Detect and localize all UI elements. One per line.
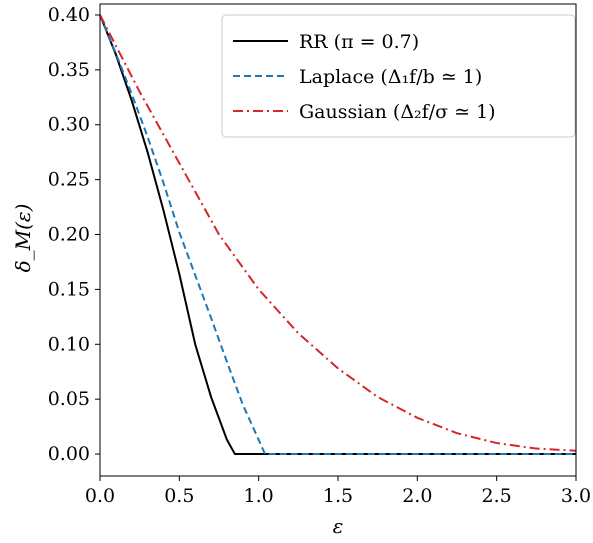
y-tick-label: 0.00: [48, 443, 90, 465]
y-tick-label: 0.15: [48, 278, 90, 300]
legend-label-gaussian: Gaussian (Δ₂f/σ ≃ 1): [299, 101, 496, 123]
legend: RR (π = 0.7) Laplace (Δ₁f/b ≃ 1) Gaussia…: [221, 14, 576, 138]
x-tick-label: 1.5: [323, 485, 353, 507]
y-axis-label: δ_M(ε): [11, 204, 35, 273]
series-line-laplace: [100, 14, 576, 456]
axes-layer: 0.0 0.5 1.0 1.5 2.0 2.5 3.0 0.00 0.05 0.10 0.15 0.2…: [48, 3, 591, 507]
x-tick-label: 0.5: [164, 485, 194, 507]
series-line-gaussian: [100, 14, 576, 452]
y-tick-label: 0.35: [48, 59, 90, 81]
legend-label-laplace: Laplace (Δ₁f/b ≃ 1): [299, 66, 482, 88]
y-tick-label: 0.30: [48, 114, 90, 136]
y-tick-label: 0.40: [48, 4, 90, 26]
x-tick-label: 2.5: [482, 485, 512, 507]
y-tick-label: 0.05: [48, 388, 90, 410]
x-axis-label: ε: [333, 514, 344, 538]
legend-label-rr: RR (π = 0.7): [299, 31, 419, 53]
y-tick-label: 0.10: [48, 333, 90, 355]
x-tick-label: 3.0: [561, 485, 591, 507]
x-tick-label: 0.0: [85, 485, 115, 507]
y-tick-label: 0.25: [48, 169, 90, 191]
x-tick-label: 2.0: [402, 485, 432, 507]
x-tick-label: 1.0: [244, 485, 274, 507]
y-tick-label: 0.20: [48, 224, 90, 246]
series-layer: [100, 14, 576, 456]
legend-box: [221, 14, 576, 138]
